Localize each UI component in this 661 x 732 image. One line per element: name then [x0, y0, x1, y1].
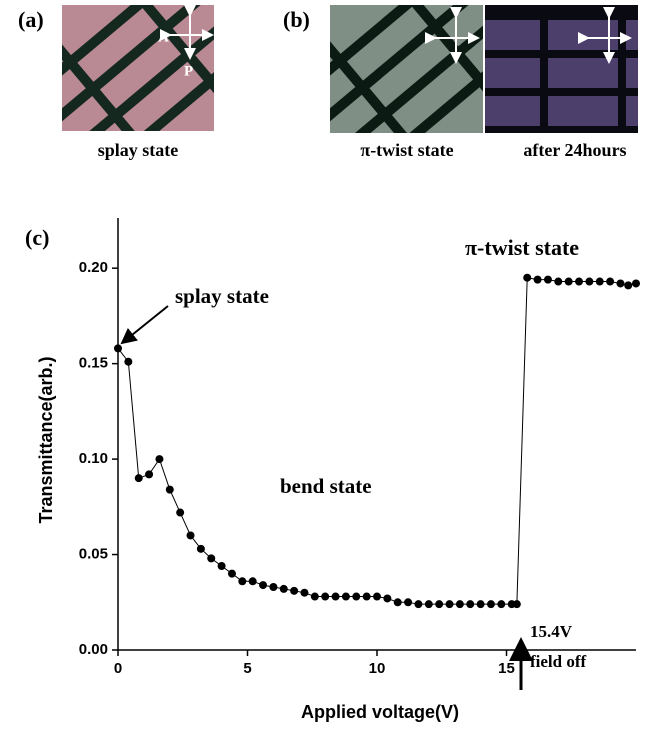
data-point	[331, 592, 340, 601]
data-point	[564, 277, 573, 286]
data-point	[217, 562, 226, 570]
data-point	[114, 344, 122, 353]
analyzer-label: A	[158, 29, 169, 45]
x-tick-label: 5	[243, 660, 251, 677]
y-tick-label: 0.20	[79, 259, 108, 276]
data-point	[290, 586, 299, 595]
micrograph-a	[62, 5, 214, 131]
caption: after 24hours	[523, 140, 626, 160]
y-tick-label: 0.00	[79, 641, 108, 658]
data-point	[269, 583, 278, 591]
data-point	[414, 600, 423, 609]
data-point	[196, 544, 205, 553]
annotation-arrow	[120, 305, 169, 345]
data-point	[486, 600, 495, 609]
data-point	[476, 600, 485, 609]
micrograph-b2	[485, 5, 638, 133]
data-point	[624, 281, 633, 290]
y-tick-label: 0.10	[79, 450, 108, 467]
data-point	[227, 569, 236, 578]
data-point	[445, 600, 454, 609]
data-point	[321, 592, 330, 601]
data-point	[207, 554, 216, 563]
data-point	[300, 588, 309, 597]
data-point	[310, 592, 319, 601]
data-point	[373, 592, 381, 601]
data-point	[424, 600, 433, 609]
data-point	[512, 600, 521, 609]
x-tick-label: 15	[498, 660, 515, 677]
annotation: π-twist state	[465, 235, 579, 260]
data-point	[176, 508, 185, 517]
x-axis-title: Applied voltage(V)	[301, 702, 459, 722]
data-point	[497, 600, 506, 609]
caption: splay state	[98, 140, 179, 160]
data-point	[393, 598, 402, 607]
annotation: field off	[530, 652, 587, 671]
panel-label: (a)	[18, 7, 44, 32]
polarizer-label: P	[184, 63, 193, 79]
data-point	[606, 277, 615, 286]
data-point	[383, 594, 392, 603]
annotation: 15.4V	[530, 622, 573, 641]
annotation: bend state	[280, 474, 372, 498]
data-point	[523, 273, 532, 282]
data-point	[248, 577, 257, 586]
data-point	[259, 581, 268, 590]
data-point	[533, 275, 542, 284]
data-point	[155, 455, 164, 464]
data-point	[435, 600, 444, 609]
data-point	[352, 592, 361, 601]
data-point	[554, 277, 563, 286]
x-tick-label: 0	[114, 660, 122, 677]
data-point	[543, 275, 552, 284]
x-tick-label: 10	[369, 660, 386, 677]
data-point	[145, 470, 154, 479]
data-point	[134, 474, 143, 483]
data-point	[279, 584, 288, 593]
y-tick-label: 0.05	[79, 546, 108, 563]
annotation: splay state	[175, 284, 269, 308]
caption: π-twist state	[360, 140, 453, 160]
data-point	[466, 600, 475, 609]
data-point	[575, 277, 584, 286]
data-point	[341, 592, 350, 601]
data-point	[595, 277, 604, 286]
data-point	[585, 277, 594, 286]
data-point	[165, 485, 174, 494]
data-line	[117, 277, 637, 605]
y-axis-title: Transmittance(arb.)	[36, 356, 56, 523]
panel-label: (c)	[25, 225, 49, 250]
data-point	[362, 592, 371, 601]
y-tick-label: 0.15	[79, 355, 108, 372]
data-point	[186, 531, 195, 540]
micrograph-b1	[330, 5, 483, 133]
data-point	[124, 357, 133, 366]
panel-label: (b)	[283, 7, 310, 32]
data-point	[238, 577, 247, 586]
data-point	[455, 600, 464, 609]
data-point	[616, 279, 625, 288]
data-point	[632, 279, 640, 288]
data-point	[404, 598, 413, 607]
